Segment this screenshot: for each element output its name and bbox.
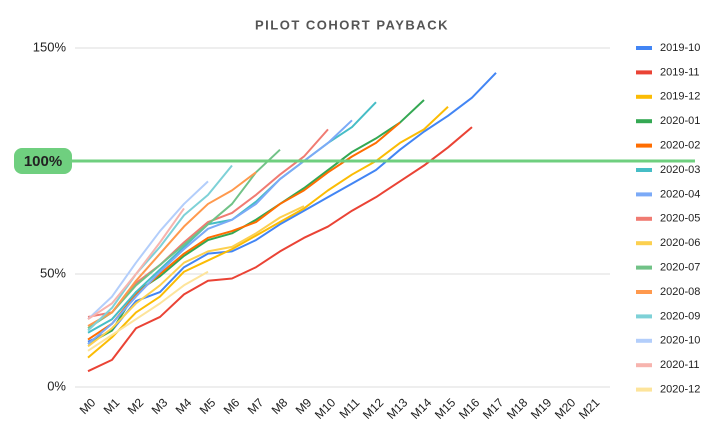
legend-label: 2019-12 (660, 91, 700, 103)
legend-label: 2019-11 (660, 66, 700, 78)
legend-label: 2020-07 (660, 262, 700, 274)
legend-label: 2020-11 (660, 359, 700, 371)
x-tick-label: M10 (312, 395, 339, 422)
legend-swatch (636, 290, 652, 294)
legend-swatch (636, 363, 652, 368)
legend-swatch (636, 143, 652, 148)
y-tick-label: 150% (33, 39, 67, 54)
series-line (87, 121, 401, 341)
x-tick-label: M2 (125, 395, 147, 417)
legend-swatch (636, 387, 652, 392)
series-line (87, 106, 449, 359)
legend-label: 2020-05 (660, 213, 700, 225)
legend-label: 2020-12 (660, 384, 700, 396)
legend-swatch (636, 192, 652, 197)
series-line (87, 180, 209, 320)
legend-label: 2020-09 (660, 310, 700, 322)
y-tick-label: 100% (24, 153, 62, 170)
y-tick-label: 50% (40, 265, 66, 280)
legend-label: 2020-03 (660, 164, 700, 176)
x-tick-label: M6 (221, 395, 243, 417)
legend-label: 2020-02 (660, 140, 700, 152)
x-tick-label: M5 (197, 395, 219, 417)
x-tick-label: M18 (504, 395, 531, 422)
x-tick-label: M21 (576, 395, 603, 422)
legend-swatch (636, 168, 652, 172)
x-tick-label: M7 (245, 395, 267, 417)
x-tick-label: M13 (384, 395, 411, 422)
legend-label: 2019-10 (660, 42, 700, 54)
series-line (87, 171, 257, 327)
x-tick-label: M20 (552, 395, 579, 422)
series-line (87, 164, 233, 332)
series-line (87, 126, 473, 373)
x-tick-label: M8 (269, 395, 291, 417)
series-line (87, 205, 305, 348)
series-line (87, 72, 497, 343)
legend-swatch (636, 70, 652, 75)
x-tick-label: M0 (77, 395, 99, 417)
x-tick-label: M14 (408, 395, 435, 422)
legend-label: 2020-10 (660, 335, 700, 347)
x-tick-label: M19 (528, 395, 555, 422)
legend-swatch (636, 338, 652, 343)
x-tick-label: M17 (480, 395, 507, 422)
series-line (87, 119, 353, 345)
y-tick-label: 0% (47, 378, 66, 393)
legend-swatch (636, 314, 652, 319)
x-tick-label: M1 (101, 395, 123, 417)
x-tick-label: M16 (456, 395, 483, 422)
x-tick-label: M3 (149, 395, 171, 417)
legend-label: 2020-04 (660, 188, 700, 200)
legend-swatch (636, 216, 652, 221)
legend-swatch (636, 265, 652, 270)
series-line (87, 270, 209, 352)
x-tick-label: M4 (173, 395, 195, 417)
x-tick-label: M15 (432, 395, 459, 422)
legend-label: 2020-08 (660, 286, 700, 298)
x-tick-label: M11 (337, 395, 363, 421)
legend-swatch (636, 94, 652, 99)
legend-swatch (636, 119, 652, 124)
legend-swatch (636, 46, 652, 50)
reference-pill (14, 148, 72, 174)
x-tick-label: M9 (293, 395, 315, 417)
series-line (87, 207, 185, 321)
series-line (87, 101, 377, 334)
legend-label: 2020-01 (660, 115, 700, 127)
x-tick-label: M12 (360, 395, 387, 422)
legend-swatch (636, 241, 652, 246)
chart-title: PILOT COHORT PAYBACK (255, 17, 449, 32)
legend-label: 2020-06 (660, 237, 700, 249)
